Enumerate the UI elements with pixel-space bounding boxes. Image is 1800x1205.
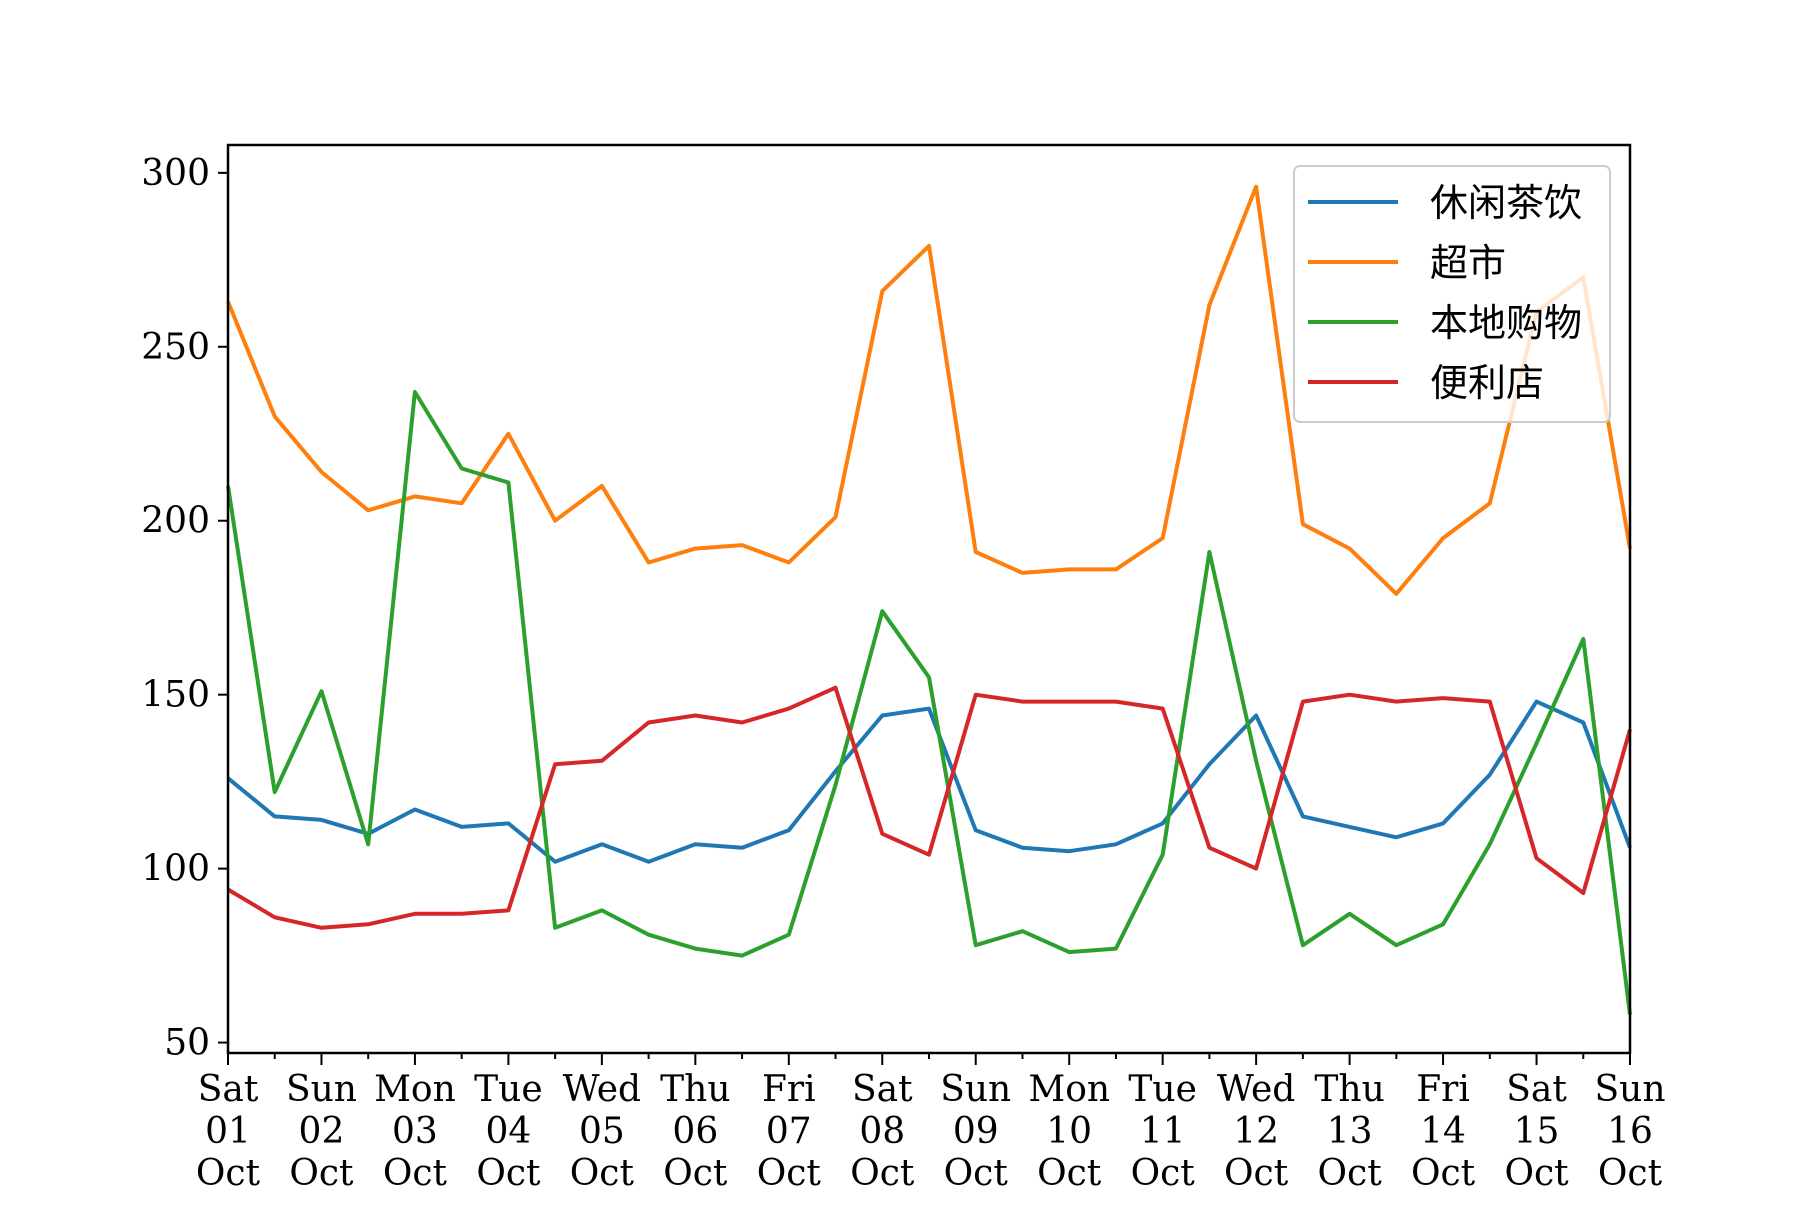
y-tick-label-3: 200 [141,501,210,542]
x-tick-label-line: 12 [1233,1111,1279,1152]
x-tick-label-2: Mon 03 Oct [374,1069,456,1194]
x-tick-label-line: Wed [1217,1069,1295,1110]
x-tick-label-line: Oct [757,1153,822,1194]
x-tick-label-line: 01 [205,1111,251,1152]
x-tick-label-line: Mon [374,1069,456,1110]
x-tick-label-line: 11 [1140,1111,1186,1152]
x-tick-label-5: Thu 06 Oct [660,1069,730,1194]
x-tick-label-1: Sun 02 Oct [286,1069,357,1194]
x-tick-label-line: Oct [196,1153,261,1194]
x-tick-label-line: 03 [392,1111,438,1152]
y-axis: 50 100 150 200 250 300 [141,153,228,1064]
x-tick-label-line: Oct [1224,1153,1289,1194]
x-tick-label-line: 02 [299,1111,345,1152]
x-tick-label-12: Thu 13 Oct [1314,1069,1384,1194]
series-line-2 [226,390,1632,1015]
x-tick-label-line: Wed [563,1069,641,1110]
x-tick-label-line: 16 [1607,1111,1653,1152]
legend-box [1293,165,1611,423]
x-tick-label-3: Tue 04 Oct [474,1069,543,1194]
y-tick-label-0: 50 [164,1023,210,1064]
x-tick-label-line: Oct [1411,1153,1476,1194]
x-tick-label-line: 06 [672,1111,718,1152]
x-tick-label-line: 10 [1046,1111,1092,1152]
x-tick-label-line: Oct [850,1153,915,1194]
x-tick-label-line: Fri [762,1069,816,1110]
x-tick-label-line: Thu [1314,1069,1384,1110]
x-tick-label-line: Oct [663,1153,728,1194]
x-tick-label-line: 15 [1514,1111,1560,1152]
x-tick-label-10: Tue 11 Oct [1128,1069,1197,1194]
x-tick-label-line: Oct [944,1153,1009,1194]
x-tick-label-line: 08 [859,1111,905,1152]
x-tick-label-line: Thu [660,1069,730,1110]
x-tick-label-line: Oct [1131,1153,1196,1194]
series-layer [226,184,1632,1015]
x-tick-label-line: Sun [940,1069,1011,1110]
x-tick-label-line: Tue [474,1069,543,1110]
x-tick-label-13: Fri 14 Oct [1411,1069,1476,1194]
x-tick-label-line: Sat [1506,1069,1567,1110]
x-tick-label-6: Fri 07 Oct [757,1069,822,1194]
x-tick-label-line: 07 [766,1111,812,1152]
series-line-3 [226,685,1632,930]
legend-label-1: 超市 [1430,241,1506,285]
series-line-0 [226,699,1632,864]
x-tick-label-line: Oct [1318,1153,1383,1194]
x-tick-label-line: Oct [1598,1153,1663,1194]
x-tick-label-line: Mon [1028,1069,1110,1110]
legend-label-2: 本地购物 [1430,301,1582,345]
legend-label-3: 便利店 [1430,361,1544,405]
y-tick-label-1: 100 [141,849,210,890]
x-tick-label-line: Oct [1504,1153,1569,1194]
x-tick-label-line: Tue [1128,1069,1197,1110]
legend-label-0: 休闲茶饮 [1430,181,1582,225]
x-tick-label-4: Wed 05 Oct [563,1069,641,1194]
x-tick-label-line: Sat [198,1069,259,1110]
x-tick-label-line: Oct [1037,1153,1102,1194]
x-tick-label-line: Sun [286,1069,357,1110]
x-tick-label-14: Sat 15 Oct [1504,1069,1569,1194]
x-tick-label-line: Oct [476,1153,541,1194]
x-tick-label-0: Sat 01 Oct [196,1069,261,1194]
y-tick-label-2: 150 [141,675,210,716]
x-tick-label-line: 13 [1327,1111,1373,1152]
x-tick-label-7: Sat 08 Oct [850,1069,915,1194]
y-tick-label-4: 250 [141,327,210,368]
x-tick-label-line: 04 [485,1111,531,1152]
x-tick-label-line: Oct [570,1153,635,1194]
x-tick-label-8: Sun 09 Oct [940,1069,1011,1194]
x-tick-label-line: Sun [1594,1069,1665,1110]
x-tick-label-9: Mon 10 Oct [1028,1069,1110,1194]
x-tick-label-line: 14 [1420,1111,1466,1152]
x-tick-label-line: Oct [383,1153,448,1194]
x-tick-label-line: 09 [953,1111,999,1152]
x-tick-label-line: Oct [289,1153,354,1194]
x-tick-label-11: Wed 12 Oct [1217,1069,1295,1194]
y-tick-label-5: 300 [141,153,210,194]
series-line-1 [226,184,1632,596]
x-tick-label-line: Sat [852,1069,913,1110]
x-tick-label-15: Sun 16 Oct [1594,1069,1665,1194]
x-tick-label-line: 05 [579,1111,625,1152]
x-tick-label-line: Fri [1416,1069,1470,1110]
